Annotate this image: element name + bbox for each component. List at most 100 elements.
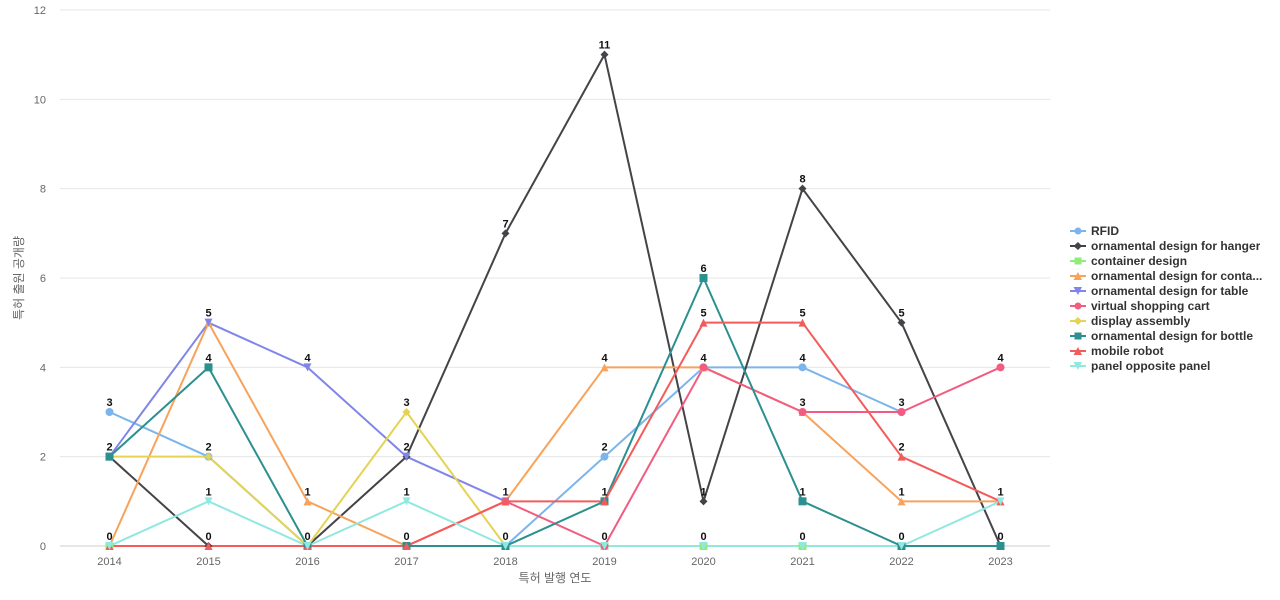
- legend-item-ornamental-design-for-hanger[interactable]: ornamental design for hanger: [1070, 238, 1262, 253]
- legend-item-display-assembly[interactable]: display assembly: [1070, 313, 1262, 328]
- x-tick-label: 2021: [790, 556, 814, 568]
- legend-label: ornamental design for conta...: [1091, 268, 1263, 283]
- data-point-ornamental-design-for-table[interactable]: [303, 363, 312, 372]
- data-point-ornamental-design-for-bottle[interactable]: [996, 542, 1005, 550]
- data-point-panel-opposite-panel[interactable]: [600, 542, 609, 550]
- data-label: 1: [700, 486, 706, 498]
- data-point-ornamental-design-for-container[interactable]: [303, 497, 312, 506]
- data-point-panel-opposite-panel[interactable]: [204, 497, 213, 506]
- legend-label: container design: [1091, 253, 1188, 268]
- data-label: 0: [106, 531, 112, 543]
- data-label: 3: [799, 397, 805, 409]
- data-point-ornamental-design-for-hanger[interactable]: [600, 50, 609, 59]
- data-point-panel-opposite-panel[interactable]: [105, 542, 114, 550]
- data-label: 2: [205, 442, 211, 454]
- series-line-display-assembly: [108, 411, 507, 547]
- data-point-ornamental-design-for-container[interactable]: [600, 363, 609, 372]
- legend-item-ornamental-design-for-table[interactable]: ornamental design for table: [1070, 283, 1262, 298]
- data-point-ornamental-design-for-hanger[interactable]: [798, 184, 807, 193]
- data-point-mobile-robot[interactable]: [501, 497, 510, 506]
- data-point-ornamental-design-for-table[interactable]: [402, 452, 411, 461]
- legend-item-ornamental-design-for-bottle[interactable]: ornamental design for bottle: [1070, 328, 1262, 343]
- legend-item-panel-opposite-panel[interactable]: panel opposite panel: [1070, 358, 1262, 373]
- data-point-panel-opposite-panel[interactable]: [897, 542, 906, 550]
- data-point-virtual-shopping-cart[interactable]: [897, 408, 906, 416]
- x-tick-label: 2022: [889, 556, 913, 568]
- data-point-mobile-robot[interactable]: [699, 318, 708, 327]
- legend-item-virtual-shopping-cart[interactable]: virtual shopping cart: [1070, 298, 1262, 313]
- data-point-mobile-robot[interactable]: [798, 318, 807, 327]
- data-point-panel-opposite-panel[interactable]: [699, 542, 708, 550]
- data-label: 5: [205, 308, 211, 320]
- legend-symbol-icon: [1070, 332, 1086, 339]
- y-tick-label: 8: [40, 184, 46, 196]
- data-point-ornamental-design-for-hanger[interactable]: [897, 318, 906, 327]
- data-point-panel-opposite-panel[interactable]: [402, 497, 411, 506]
- x-axis-ticks: 2014 2015 2016 2017 2018 2019 2020 2021 2022 2023: [97, 556, 1012, 568]
- legend-symbol-icon: [1070, 361, 1086, 370]
- data-label: 4: [997, 352, 1004, 364]
- data-point-virtual-shopping-cart[interactable]: [996, 363, 1005, 372]
- data-label: 1: [403, 486, 409, 498]
- legend-item-container-design[interactable]: container design: [1070, 253, 1262, 268]
- data-point-panel-opposite-panel[interactable]: [303, 542, 312, 550]
- data-label: 5: [700, 308, 706, 320]
- data-label: 0: [601, 531, 607, 543]
- x-tick-label: 2016: [295, 556, 319, 568]
- x-tick-label: 2023: [988, 556, 1012, 568]
- data-label: 2: [106, 442, 112, 454]
- data-point-ornamental-design-for-table[interactable]: [204, 318, 213, 327]
- series-line-panel-opposite-panel: [108, 500, 1002, 547]
- series-line-ornamental-design-for-bottle: [108, 277, 1002, 547]
- data-point-rfid[interactable]: [600, 452, 609, 461]
- x-tick-label: 2014: [97, 556, 121, 568]
- data-point-panel-opposite-panel[interactable]: [996, 497, 1005, 506]
- legend-item-ornamental-design-for-container[interactable]: ornamental design for conta...: [1070, 268, 1262, 283]
- data-point-virtual-shopping-cart[interactable]: [798, 408, 807, 416]
- data-point-ornamental-design-for-bottle[interactable]: [699, 274, 708, 282]
- data-label: 6: [700, 263, 706, 275]
- data-point-mobile-robot[interactable]: [204, 542, 213, 550]
- legend-item-rfid[interactable]: RFID: [1070, 223, 1262, 238]
- data-label: 4: [205, 352, 212, 364]
- data-point-display-assembly[interactable]: [204, 452, 213, 461]
- data-point-display-assembly[interactable]: [402, 408, 411, 416]
- x-tick-label: 2017: [394, 556, 418, 568]
- data-label: 2: [898, 442, 904, 454]
- data-label: 0: [700, 531, 706, 543]
- y-tick-label: 2: [40, 452, 46, 464]
- y-tick-label: 0: [40, 541, 46, 553]
- data-point-rfid[interactable]: [105, 408, 114, 416]
- data-point-mobile-robot[interactable]: [402, 542, 411, 550]
- data-point-rfid[interactable]: [798, 363, 807, 372]
- series-line-ornamental-design-for-container: [108, 321, 1002, 547]
- data-point-ornamental-design-for-bottle[interactable]: [105, 452, 114, 461]
- data-label: 1: [799, 486, 805, 498]
- data-point-mobile-robot[interactable]: [897, 452, 906, 461]
- data-label: 4: [601, 352, 608, 364]
- data-point-panel-opposite-panel[interactable]: [798, 542, 807, 550]
- series-line-mobile-robot: [108, 321, 1002, 547]
- data-labels: 3 2 0 5 4 2 1 0 4 1 0 3 2 1 0 7 1 0 11 4 2 1 0 6 5 4 1 0 8 5 4 3 1 0 5 3 2 1 0…: [106, 40, 1004, 543]
- data-point-ornamental-design-for-bottle[interactable]: [798, 497, 807, 506]
- legend-symbol-icon: [1070, 302, 1086, 309]
- data-point-ornamental-design-for-hanger[interactable]: [699, 497, 708, 506]
- data-point-panel-opposite-panel[interactable]: [501, 542, 510, 550]
- data-label: 0: [403, 531, 409, 543]
- data-point-virtual-shopping-cart[interactable]: [699, 363, 708, 372]
- legend-item-mobile-robot[interactable]: mobile robot: [1070, 343, 1262, 358]
- data-label: 1: [601, 486, 607, 498]
- legend-symbol-icon: [1070, 316, 1086, 325]
- data-point-ornamental-design-for-container[interactable]: [897, 497, 906, 506]
- data-label: 1: [997, 486, 1003, 498]
- y-axis-title: 특허 출원 공개량: [12, 236, 26, 320]
- data-label: 4: [799, 352, 806, 364]
- data-point-ornamental-design-for-bottle[interactable]: [204, 363, 213, 372]
- legend-label: mobile robot: [1091, 343, 1164, 358]
- data-label: 5: [799, 308, 805, 320]
- data-point-ornamental-design-for-hanger[interactable]: [501, 229, 510, 238]
- data-point-mobile-robot[interactable]: [600, 497, 609, 506]
- data-label: 3: [106, 397, 112, 409]
- legend-label: ornamental design for hanger: [1091, 238, 1261, 253]
- data-label: 0: [205, 531, 211, 543]
